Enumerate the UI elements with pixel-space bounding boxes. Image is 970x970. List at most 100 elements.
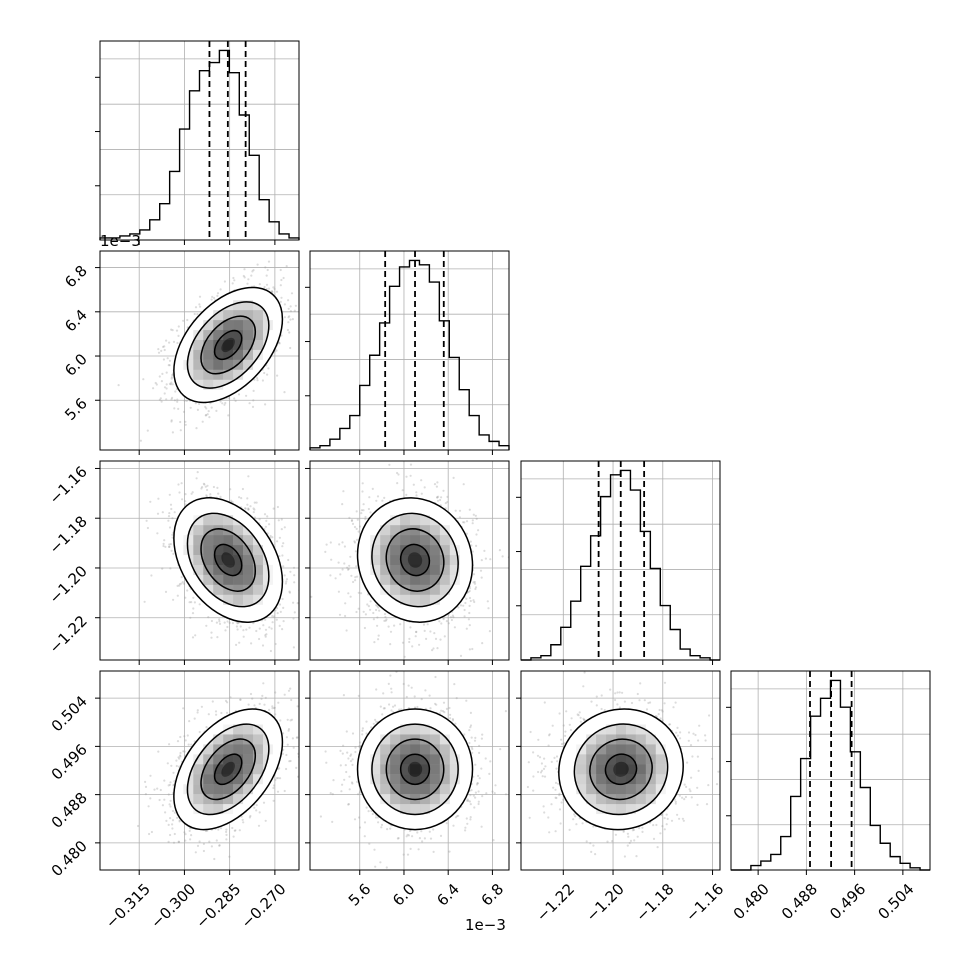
density-block [655,764,666,775]
density-block [243,744,254,755]
contour-line-1 [371,723,459,816]
panel-frame [99,670,300,871]
density-block [420,764,430,775]
density-block [410,564,421,575]
density-block [223,594,234,605]
density-block [243,584,254,595]
density-block [586,744,597,755]
density-block [253,744,263,755]
density-block [635,784,646,795]
density-block [243,545,254,556]
density-block [420,734,430,745]
density-block [223,320,234,331]
density-block [400,555,411,565]
density-block [410,784,421,795]
x-tick-label: 6.0 [389,880,419,910]
density-block [213,339,224,350]
density-block [203,804,214,815]
density-block [645,774,656,785]
tick-marks-0-3 [95,697,276,875]
density-block [223,794,234,805]
density-block [429,525,440,536]
density-block [193,564,204,575]
density-block [253,339,263,350]
density-block [429,584,440,595]
density-block [439,564,450,575]
density-block [223,764,234,775]
density-block [233,794,244,805]
density-block [243,359,254,370]
density-block [233,545,244,556]
density-block [223,359,234,370]
density-block [193,774,204,785]
density-block [449,555,460,565]
density-panel-1-2 [309,460,510,661]
density-block [576,754,587,765]
density-block [596,804,607,815]
contour-line-0 [173,286,284,404]
x-tick-label: 0.504 [875,880,918,923]
density-block [203,515,214,526]
contour-line-0 [356,708,474,831]
density-block [203,379,214,390]
y-tick-label: −1.18 [46,512,91,557]
density-block [420,515,430,526]
density-block [429,774,440,785]
density-block [390,545,401,556]
density-block [223,545,234,556]
density-block [193,545,204,556]
contour-line-0 [558,708,684,831]
density-block [420,784,430,795]
x-tick-label: −0.300 [147,880,199,932]
density-block [429,555,440,565]
density-block [203,574,214,585]
density-block [606,734,617,745]
contour-line-2 [385,738,445,801]
contour-line-3 [399,753,431,786]
density-block [203,555,214,565]
density-block [420,555,430,565]
density-block [243,594,254,605]
density-block [213,535,224,546]
density-block [420,744,430,755]
density-block [253,555,263,565]
density-block [233,300,244,311]
density-block [606,764,617,775]
density-block [645,734,656,745]
density-block [193,339,204,350]
contour-line-1 [186,723,270,816]
density-block [193,349,204,360]
density-block [223,310,234,321]
density-block [655,744,666,755]
density-block [233,724,244,735]
density-block [616,754,626,765]
density-block [439,754,450,765]
density-block [203,339,214,350]
density-block [253,584,263,595]
tick-marks-2-3 [516,697,714,875]
density-block [193,764,204,775]
density-block [203,564,214,575]
tick-marks-0-0 [138,240,276,245]
panel-frame [309,250,510,451]
density-block [635,794,646,805]
histogram-step-line [309,259,510,450]
density-block [233,594,244,605]
density-block [253,545,263,556]
density-block [380,535,391,546]
density-block [253,349,263,360]
tick-marks-0-2 [95,467,276,665]
density-block [596,754,607,765]
density-block [223,574,234,585]
density-block [213,804,224,815]
density-block [410,545,421,556]
histogram-panel-1 [305,250,510,451]
density-block [213,774,224,785]
density-block [183,784,194,795]
density-block [625,764,636,775]
density-block [253,310,263,321]
density-block [233,774,244,785]
density-block [635,774,646,785]
density-block [193,515,204,526]
density-block [616,784,626,795]
